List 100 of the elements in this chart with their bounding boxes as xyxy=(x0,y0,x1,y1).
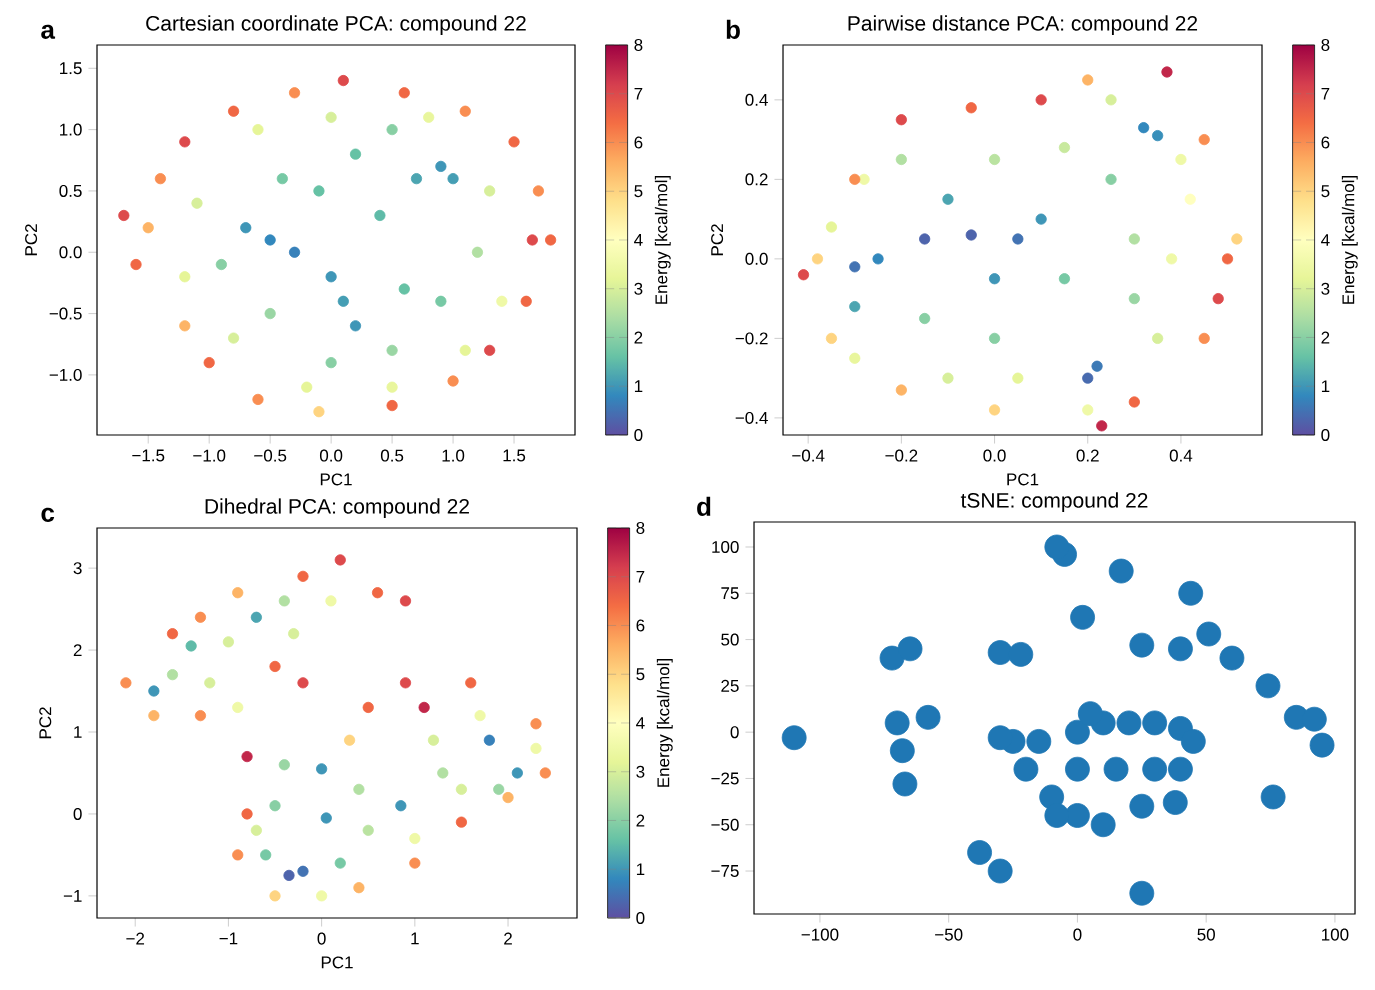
point xyxy=(1128,233,1140,245)
point xyxy=(349,148,362,160)
point xyxy=(1180,729,1206,754)
point xyxy=(337,295,349,307)
point xyxy=(297,677,309,689)
x-tick-label: 0.0 xyxy=(319,449,343,462)
point xyxy=(1129,793,1155,819)
point xyxy=(455,783,468,795)
y-tick-label: −0.4 xyxy=(735,411,768,424)
point xyxy=(988,273,1001,285)
y-tick-label: −0.5 xyxy=(49,307,82,320)
y-tick-label: 0.5 xyxy=(59,184,82,197)
point xyxy=(1152,130,1164,142)
point xyxy=(166,628,179,640)
color-bar-label: 7 xyxy=(1321,87,1330,100)
text: c xyxy=(41,507,55,522)
point xyxy=(1012,372,1024,384)
color-bar-label: 5 xyxy=(634,185,643,198)
point xyxy=(252,124,264,136)
point xyxy=(493,783,505,795)
point xyxy=(395,800,407,812)
point xyxy=(297,570,309,582)
point xyxy=(316,890,328,902)
point xyxy=(232,701,244,714)
point xyxy=(1013,756,1039,782)
point xyxy=(320,812,332,824)
color-bar-label: 2 xyxy=(634,331,643,344)
point xyxy=(194,710,207,722)
point xyxy=(539,767,551,779)
point xyxy=(526,234,538,246)
point xyxy=(447,375,459,387)
point xyxy=(1105,173,1117,185)
point xyxy=(1096,420,1108,432)
color-bar-title: Energy [kcal/mol] xyxy=(656,659,673,787)
y-tick-label: 50 xyxy=(721,633,739,646)
point xyxy=(942,372,954,384)
point xyxy=(194,611,207,623)
point xyxy=(130,258,142,271)
point xyxy=(148,685,160,697)
point xyxy=(532,185,545,197)
point xyxy=(1212,293,1224,305)
point xyxy=(1184,193,1196,205)
point xyxy=(1082,404,1094,416)
point xyxy=(1168,756,1193,782)
point xyxy=(919,312,931,325)
point xyxy=(508,136,520,148)
point xyxy=(241,750,253,763)
color-bar-label: 3 xyxy=(634,282,643,295)
point xyxy=(409,857,421,869)
x-tick-label: −0.5 xyxy=(254,449,287,462)
point xyxy=(427,734,440,746)
point xyxy=(1065,803,1090,828)
point xyxy=(1168,636,1193,662)
color-bar-title: Energy [kcal/mol] xyxy=(1341,176,1358,304)
point xyxy=(313,185,325,197)
point xyxy=(447,173,459,185)
point xyxy=(191,197,203,209)
color-bar-label: 7 xyxy=(636,570,645,583)
x-axis-title: PC1 xyxy=(1007,473,1039,486)
point xyxy=(232,849,244,861)
point xyxy=(849,300,861,313)
point xyxy=(215,258,227,271)
x-tick-label: 1.5 xyxy=(503,449,526,462)
color-bar-title: Energy [kcal/mol] xyxy=(654,176,671,304)
color-bar-label: 4 xyxy=(1321,234,1330,246)
point xyxy=(797,269,810,281)
x-tick-label: 0.2 xyxy=(1076,449,1099,462)
point xyxy=(915,704,941,730)
point xyxy=(269,660,281,673)
point xyxy=(1039,784,1065,810)
point xyxy=(455,816,468,828)
point xyxy=(895,384,907,396)
point xyxy=(1142,756,1168,782)
color-bar-label: 2 xyxy=(636,814,645,827)
point xyxy=(1065,756,1090,782)
point xyxy=(1166,253,1178,265)
point xyxy=(362,824,374,836)
point xyxy=(1008,641,1034,667)
point xyxy=(889,738,915,764)
point xyxy=(1175,153,1187,166)
text: b xyxy=(726,19,740,39)
point xyxy=(252,393,264,406)
y-axis-title: PC2 xyxy=(39,707,52,739)
x-tick-label: 0 xyxy=(1073,928,1082,941)
y-tick-label: −25 xyxy=(711,772,739,785)
point xyxy=(227,105,240,117)
point xyxy=(334,554,346,566)
point xyxy=(459,344,471,356)
point xyxy=(988,153,1001,166)
x-tick-label: 50 xyxy=(1197,928,1215,941)
color-bar-label: 5 xyxy=(636,668,645,681)
point xyxy=(858,173,870,185)
point xyxy=(276,173,288,185)
point xyxy=(1138,122,1150,134)
color-bar-label: 8 xyxy=(1321,38,1330,51)
chart-title: Pairwise distance PCA: compound 22 xyxy=(848,15,1198,35)
x-tick-label: −1.0 xyxy=(193,449,226,462)
x-tick-label: 0.4 xyxy=(1169,449,1193,462)
point xyxy=(399,595,412,607)
point xyxy=(437,767,449,779)
